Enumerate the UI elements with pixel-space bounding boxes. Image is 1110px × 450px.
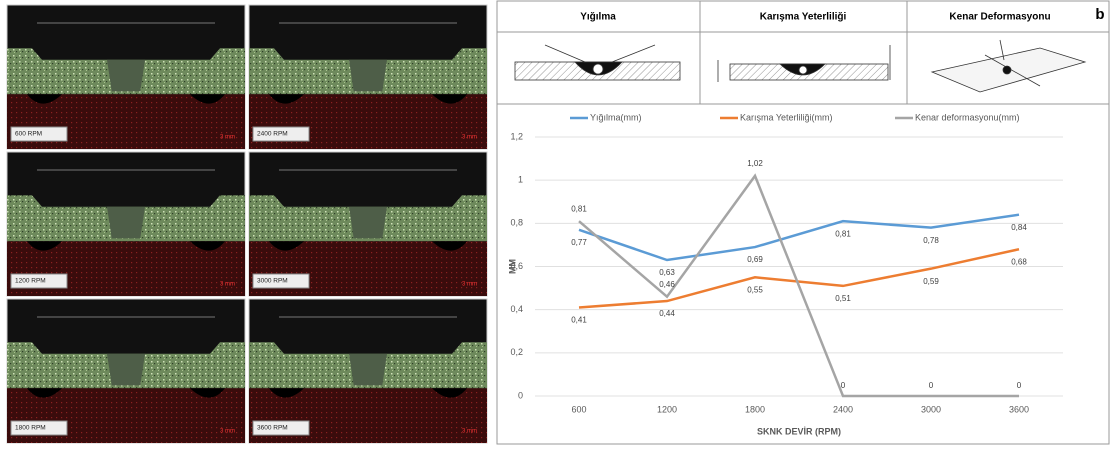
x-tick-label: 1800 xyxy=(745,404,765,414)
table-header: Yığılma xyxy=(580,12,616,23)
scale-label: 3 mm xyxy=(462,282,477,288)
y-tick-label: 0,2 xyxy=(510,347,523,357)
y-tick-label: 0 xyxy=(518,390,523,400)
pin xyxy=(349,60,387,92)
scale-label: 3 mm xyxy=(462,429,477,435)
data-label: 0,78 xyxy=(923,236,939,245)
micrograph: 3600 RPM 3 mm xyxy=(249,299,487,443)
y-tick-label: 1,2 xyxy=(510,131,523,141)
data-label: 0,59 xyxy=(923,277,939,286)
pin xyxy=(107,354,145,386)
legend-label: Karışma Yeterliliği(mm) xyxy=(740,112,833,122)
legend-label: Kenar deformasyonu(mm) xyxy=(915,112,1020,122)
caption: 2400 RPM xyxy=(257,131,288,138)
figure: Yığılma Karışma Yeterliliği Kenar Deform… xyxy=(0,0,1110,445)
data-label: 0,44 xyxy=(659,309,675,318)
data-label: 0 xyxy=(841,381,846,390)
caption: 1800 RPM xyxy=(15,425,46,432)
data-label: 0,63 xyxy=(659,268,675,277)
scale-label: 3 mm xyxy=(462,135,477,141)
scale-label: 3 mm xyxy=(220,135,235,141)
panel-label: b xyxy=(1095,6,1104,23)
micrograph: 2400 RPM 3 mm xyxy=(249,5,487,149)
micrograph: 3000 RPM 3 mm xyxy=(249,152,487,296)
x-tick-label: 3000 xyxy=(921,404,941,414)
y-tick-label: 0,8 xyxy=(510,218,523,228)
pin xyxy=(107,60,145,92)
data-label: 1,02 xyxy=(747,159,763,168)
data-label: 0,81 xyxy=(571,204,587,213)
data-label: 0,46 xyxy=(659,280,675,289)
data-label: 0,84 xyxy=(1011,223,1027,232)
data-label: 0,68 xyxy=(1011,257,1027,266)
table-header: Kenar Deformasyonu xyxy=(949,12,1050,23)
x-tick-label: 600 xyxy=(571,404,586,414)
table-header: Karışma Yeterliliği xyxy=(760,12,847,23)
x-tick-label: 2400 xyxy=(833,404,853,414)
data-label: 0,81 xyxy=(835,229,851,238)
data-label: 0 xyxy=(929,381,934,390)
pin xyxy=(349,207,387,239)
y-tick-label: 0,4 xyxy=(510,304,523,314)
micrograph: 1200 RPM 3 mm xyxy=(7,152,245,296)
pin xyxy=(349,354,387,386)
scale-label: 3 mm xyxy=(220,282,235,288)
caption: 1200 RPM xyxy=(15,278,46,285)
micrograph: 1800 RPM 3 mm xyxy=(7,299,245,443)
data-label: 0,77 xyxy=(571,238,587,247)
micrograph: 600 RPM 3 mm xyxy=(7,5,245,149)
x-tick-label: 1200 xyxy=(657,404,677,414)
data-label: 0,69 xyxy=(747,255,763,264)
data-label: 0,51 xyxy=(835,294,851,303)
data-label: 0,55 xyxy=(747,285,763,294)
data-label: 0 xyxy=(1017,381,1022,390)
caption: 3000 RPM xyxy=(257,278,288,285)
y-tick-label: 1 xyxy=(518,175,523,185)
data-label: 0,41 xyxy=(571,316,587,325)
pin xyxy=(107,207,145,239)
x-axis-label: SKNK DEVİR (RPM) xyxy=(757,426,841,436)
caption: 3600 RPM xyxy=(257,425,288,432)
x-tick-label: 3600 xyxy=(1009,404,1029,414)
y-axis-label: MM xyxy=(507,259,517,274)
scale-label: 3 mm xyxy=(220,429,235,435)
caption: 600 RPM xyxy=(15,131,42,138)
legend-label: Yığılma(mm) xyxy=(590,112,642,122)
